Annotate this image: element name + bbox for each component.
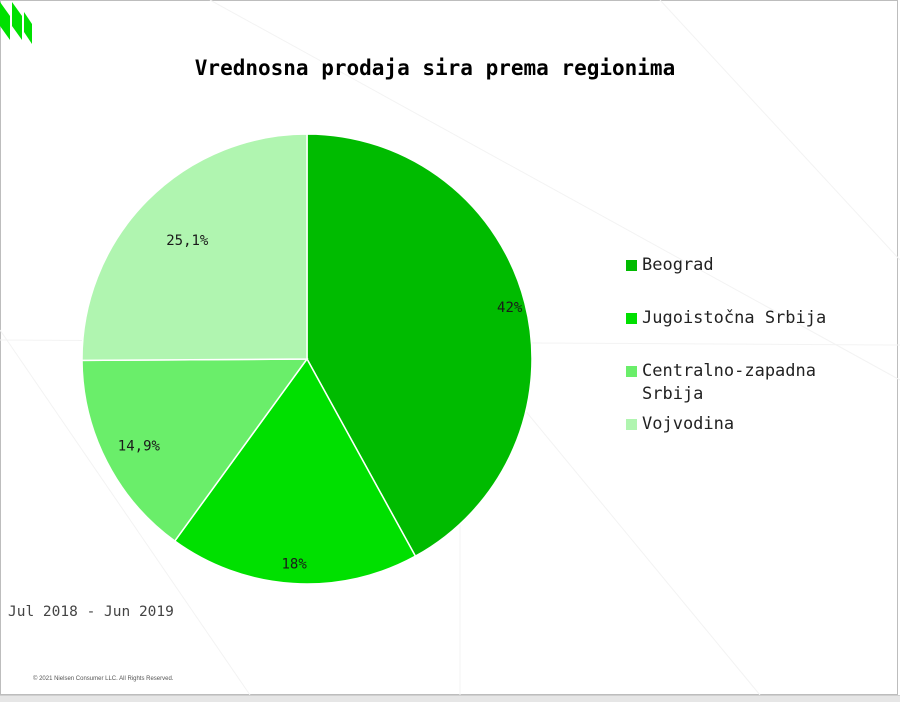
slice-label-2: 14,9% — [118, 438, 161, 454]
pie-slice-3 — [81, 133, 308, 362]
legend-label: Jugoistočna Srbija — [642, 308, 827, 328]
legend-swatch — [626, 260, 637, 271]
legend-item: Centralno-zapadna Srbija — [626, 360, 876, 406]
legend-swatch — [626, 313, 637, 324]
slice-label-3: 25,1% — [166, 233, 209, 249]
copyright-text: © 2021 Nielsen Consumer LLC. All Rights … — [33, 676, 174, 682]
pie-slice-2 — [81, 358, 309, 543]
nielsen-logo-icon — [0, 2, 32, 44]
chart-legend: Beograd Jugoistočna Srbija Centralno-zapad… — [626, 254, 876, 466]
legend-label: Centralno-zapadna Srbija — [642, 361, 816, 404]
legend-item: Beograd — [626, 254, 876, 277]
legend-label: Vojvodina — [642, 414, 735, 434]
legend-label: Beograd — [642, 255, 714, 275]
chart-title: Vrednosna prodaja sira prema regionima — [194, 56, 676, 80]
pie-slice-0 — [306, 133, 533, 558]
bottom-bar — [0, 695, 900, 702]
legend-swatch — [626, 419, 637, 430]
slice-label-0: 42% — [497, 300, 523, 316]
legend-swatch — [626, 366, 637, 377]
slice-label-1: 18% — [281, 556, 307, 572]
legend-item: Vojvodina — [626, 413, 876, 436]
legend-item: Jugoistočna Srbija — [626, 307, 876, 330]
pie-slice-1 — [173, 357, 417, 585]
period-label: Jul 2018 - Jun 2019 — [8, 604, 174, 620]
